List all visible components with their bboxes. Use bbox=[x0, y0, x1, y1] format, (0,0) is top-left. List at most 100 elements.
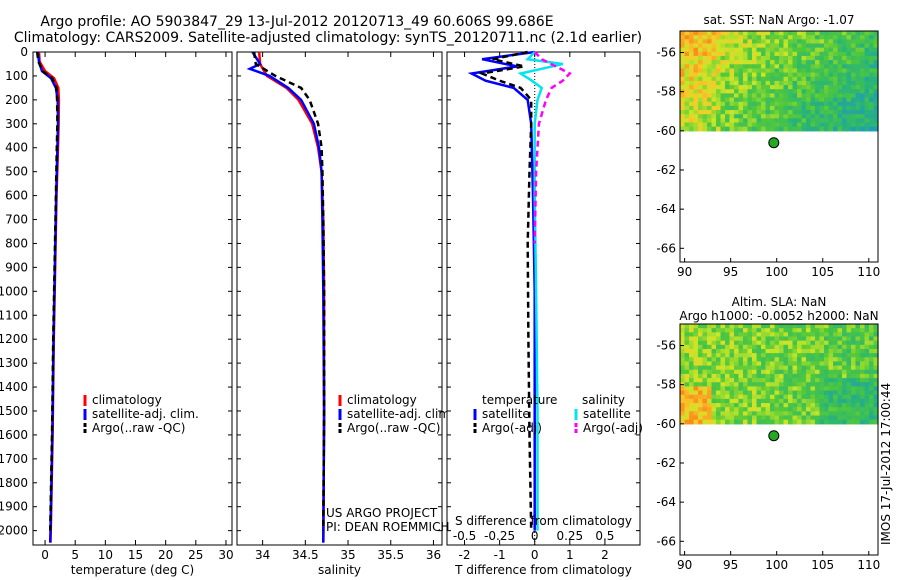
temperature-xlabel: temperature (deg C) bbox=[71, 563, 194, 577]
sst_map-cell bbox=[869, 72, 875, 78]
sst_map-cell bbox=[810, 64, 816, 70]
sla_map-cell bbox=[824, 353, 830, 358]
sla_map-cell bbox=[702, 419, 708, 425]
sla_map-cell bbox=[752, 398, 758, 404]
sst_map-cell bbox=[756, 114, 762, 119]
sst_map-cell bbox=[792, 55, 798, 61]
sst_map-cell bbox=[711, 72, 717, 78]
sla_map-cell bbox=[765, 411, 771, 417]
sst_map-cell bbox=[720, 39, 726, 45]
sst_map-cell bbox=[734, 51, 740, 57]
sst_map-cell bbox=[729, 93, 735, 99]
sst_map-cell bbox=[779, 105, 785, 111]
sst_map-cell bbox=[819, 76, 825, 82]
sst_map-cell bbox=[707, 89, 713, 94]
depth-tick-label: 200 bbox=[5, 93, 28, 107]
sla_map-cell bbox=[702, 365, 708, 371]
sla_map-cell bbox=[779, 324, 785, 329]
sla_map-cell bbox=[734, 361, 740, 367]
sst_map-cell bbox=[846, 101, 852, 107]
sst_map-cell bbox=[738, 85, 744, 90]
sst_map-cell bbox=[680, 68, 686, 74]
sst_map-cell bbox=[873, 60, 879, 65]
sla_map-cell bbox=[711, 344, 717, 350]
sst_map-cell bbox=[806, 118, 812, 124]
sst_map-cell bbox=[819, 89, 825, 94]
sla_map-cell bbox=[864, 411, 870, 417]
sst_map-cell bbox=[788, 43, 794, 49]
sst_map-cell bbox=[770, 47, 776, 53]
sla_map-cell bbox=[770, 403, 776, 408]
sst_map-cell bbox=[774, 97, 780, 103]
sst_map-cell bbox=[689, 118, 695, 124]
sla_map-cell bbox=[693, 361, 699, 367]
sst_map-cell bbox=[815, 110, 821, 115]
sla_map-cell bbox=[855, 324, 861, 329]
sla_map-cell bbox=[837, 328, 843, 333]
sla_map-cell bbox=[801, 386, 807, 392]
sla_map-cell bbox=[774, 348, 780, 354]
sla_map-cell bbox=[698, 344, 704, 350]
sla_map-cell bbox=[725, 407, 731, 412]
sst_map-cell bbox=[873, 93, 879, 99]
sst_map-cell bbox=[783, 114, 789, 119]
sst_map-cell bbox=[707, 51, 713, 57]
sla_map-cell bbox=[720, 324, 726, 329]
sst_map-cell bbox=[725, 80, 731, 86]
sla_map-cell bbox=[864, 382, 870, 387]
sst_map-cell bbox=[743, 55, 749, 61]
sla_map-cell bbox=[819, 344, 825, 350]
sst_map-cell bbox=[738, 97, 744, 103]
sla_map-cell bbox=[864, 390, 870, 396]
sst_map-cell bbox=[689, 39, 695, 45]
sla_map-cell bbox=[711, 373, 717, 379]
sst_map-cell bbox=[828, 31, 834, 36]
sst_map-cell bbox=[846, 76, 852, 82]
sst_map-cell bbox=[792, 126, 798, 132]
sla_map-cell bbox=[851, 336, 857, 342]
sla_map-cell bbox=[797, 415, 803, 421]
sla_map-cell bbox=[779, 361, 785, 367]
sla_map-cell bbox=[842, 419, 848, 425]
sla_map-cell bbox=[833, 324, 839, 329]
sla_map-cell bbox=[851, 357, 857, 363]
sla_map-cell bbox=[761, 340, 767, 346]
sla_map-cell bbox=[743, 369, 749, 375]
salinity-xtick-label: 34.5 bbox=[292, 548, 319, 562]
sst_map-cell bbox=[743, 110, 749, 115]
sst_map-cell bbox=[873, 105, 879, 111]
sla_map-cell bbox=[828, 419, 834, 425]
sst_map-cell bbox=[869, 64, 875, 70]
sla_map-cell bbox=[851, 378, 857, 383]
sla_map-cell bbox=[828, 344, 834, 350]
sst_map-cell bbox=[738, 60, 744, 65]
sst_map-cell bbox=[693, 43, 699, 49]
sla_map-cell bbox=[693, 382, 699, 387]
sla_map-cell bbox=[842, 369, 848, 375]
sla_map-cell bbox=[698, 394, 704, 400]
sla_map-cell bbox=[797, 386, 803, 392]
sst_map-cell bbox=[801, 76, 807, 82]
sla_map-cell bbox=[752, 340, 758, 346]
sst_map-cell bbox=[770, 43, 776, 49]
sst_map-cell bbox=[711, 55, 717, 61]
sst_map-cell bbox=[720, 110, 726, 115]
sst_map-cell bbox=[716, 101, 722, 107]
sst_map-cell bbox=[738, 51, 744, 57]
sst_map-cell bbox=[702, 126, 708, 132]
sst_map-cell bbox=[725, 47, 731, 53]
sla_map-cell bbox=[734, 348, 740, 354]
sla_map-cell bbox=[779, 353, 785, 358]
sla_map-cell bbox=[720, 382, 726, 387]
sla_map-cell bbox=[873, 361, 879, 367]
sla_map-cell bbox=[774, 361, 780, 367]
sla_map-cell bbox=[716, 378, 722, 383]
sla_map-cell bbox=[779, 332, 785, 338]
sst_map-cell bbox=[693, 93, 699, 99]
sla_map-cell bbox=[855, 344, 861, 350]
sst_map-cell bbox=[711, 126, 717, 132]
sst_map-cell bbox=[738, 43, 744, 49]
sst_map-cell bbox=[801, 64, 807, 70]
sst_map-cell bbox=[846, 35, 852, 40]
sst_map-cell bbox=[702, 72, 708, 78]
